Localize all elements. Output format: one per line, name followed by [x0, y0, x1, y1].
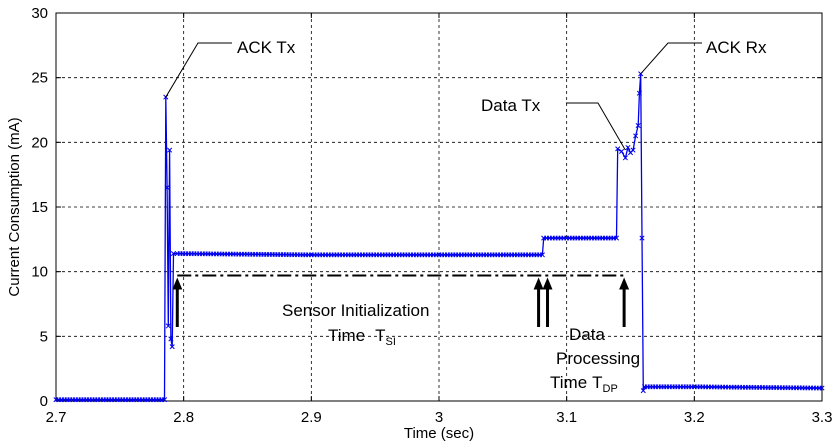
- x-tick-label: 3.1: [556, 409, 577, 426]
- sensor-init-symbol: T: [375, 326, 385, 345]
- sensor-init-label-line1: Sensor Initialization: [282, 301, 429, 320]
- y-axis-label: Current Consumption (mA): [6, 117, 23, 296]
- y-tick-label: 15: [31, 199, 48, 216]
- y-tick-label: 25: [31, 70, 48, 87]
- data-point-marker: [622, 155, 628, 161]
- y-tick-label: 5: [40, 328, 48, 345]
- x-tick-label: 2.9: [301, 409, 322, 426]
- x-tick-label: 3.2: [684, 409, 705, 426]
- data-point-marker: [636, 90, 642, 96]
- data-point-marker: [630, 147, 636, 153]
- ack-rx-label: ACK Rx: [706, 38, 767, 57]
- sensor-init-time-word: Time: [328, 326, 365, 345]
- x-tick-label: 2.7: [46, 409, 67, 426]
- data-tx-label: Data Tx: [481, 96, 541, 115]
- ack-tx-label: ACK Tx: [237, 38, 296, 57]
- x-tick-label: 2.8: [173, 409, 194, 426]
- grid: [56, 13, 822, 401]
- data-point-marker: [161, 397, 168, 403]
- data-point-marker: [167, 147, 173, 153]
- data-point-marker: [164, 185, 170, 191]
- annotation-graphics: [165, 42, 702, 327]
- data-point-marker: [619, 148, 625, 154]
- timing-arrow-head: [619, 277, 630, 290]
- timing-arrow-head: [533, 277, 544, 290]
- timing-arrow-head: [172, 277, 183, 290]
- dp-label-line3: Time TDP: [550, 373, 618, 395]
- timing-arrow-head: [542, 277, 553, 290]
- dp-label-line1: Data: [569, 325, 605, 344]
- ack-rx-leader: [640, 42, 702, 75]
- dp-time-word: Time: [550, 373, 587, 392]
- data-tx-leader: [566, 102, 626, 151]
- data-point-marker: [625, 144, 631, 151]
- x-tick-label: 3.3: [812, 409, 833, 426]
- ack-tx-leader: [165, 42, 232, 98]
- y-tick-label: 30: [31, 5, 48, 22]
- dp-subscript: DP: [603, 383, 618, 395]
- x-tick-label: 3: [435, 409, 443, 426]
- dp-label-line2: Processing: [556, 349, 640, 368]
- data-point-marker: [613, 235, 620, 241]
- axis-ticks: 2.7 2.8 2.9 3 3.1 3.2 3.3 0 5 10 15 20 25 30: [31, 5, 832, 426]
- dp-symbol: T: [592, 373, 602, 392]
- sensor-init-label-line2: Time TSI: [328, 326, 396, 348]
- data-point-marker: [169, 344, 175, 350]
- data-point-marker: [633, 133, 639, 139]
- sensor-init-subscript: SI: [386, 336, 396, 348]
- data-point-marker: [639, 235, 645, 241]
- data-point-marker: [615, 146, 621, 152]
- data-point-marker: [635, 122, 641, 129]
- data-point-marker: [819, 385, 825, 391]
- y-tick-label: 20: [31, 134, 48, 151]
- data-point-marker: [539, 252, 545, 258]
- data-point-marker: [165, 323, 171, 329]
- data-point-marker: [163, 94, 169, 100]
- y-tick-label: 0: [40, 393, 48, 410]
- series-layer: [53, 71, 825, 403]
- data-point-marker: [168, 336, 174, 342]
- data-point-marker: [170, 251, 177, 257]
- x-axis-label: Time (sec): [404, 425, 474, 442]
- data-point-marker: [640, 388, 646, 394]
- y-tick-label: 10: [31, 264, 48, 281]
